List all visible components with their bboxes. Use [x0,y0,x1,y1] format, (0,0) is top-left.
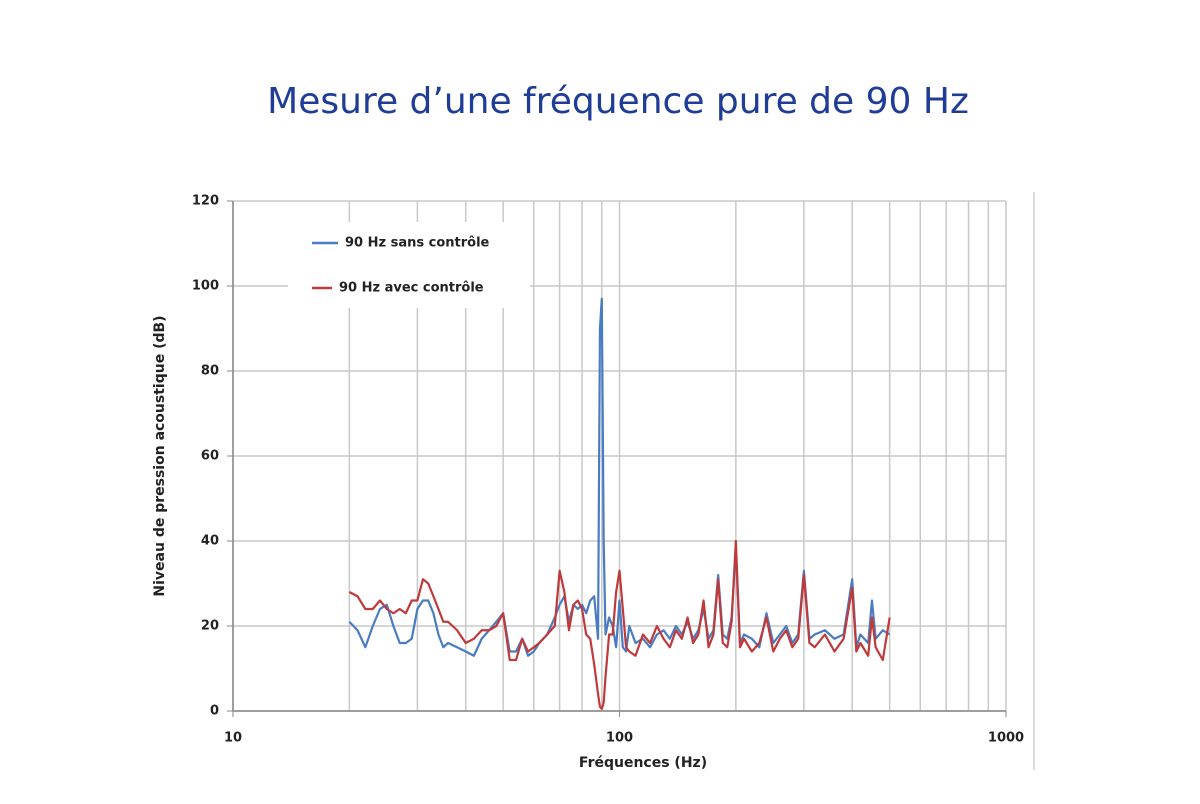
y-tick-label: 80 [201,364,219,379]
legend-box [288,222,530,308]
y-axis-label: Niveau de pression acoustique (dB) [152,315,168,596]
y-tick-label: 40 [201,534,219,549]
series-line [348,297,891,657]
x-axis-label: Fréquences (Hz) [579,755,707,771]
legend-label: 90 Hz sans contrôle [345,236,490,251]
y-tick-label: 120 [192,194,219,209]
chart-title: Mesure d’une fréquence pure de 90 Hz [267,81,969,122]
x-tick-label: 10 [224,731,242,746]
y-tick-label: 20 [201,619,219,634]
x-tick-label: 1000 [988,731,1024,746]
legend-label: 90 Hz avec contrôle [339,281,484,296]
y-tick-label: 60 [201,449,219,464]
y-tick-label: 0 [210,704,219,719]
y-tick-label: 100 [192,279,219,294]
x-tick-label: 100 [606,731,633,746]
series-line [348,539,891,710]
